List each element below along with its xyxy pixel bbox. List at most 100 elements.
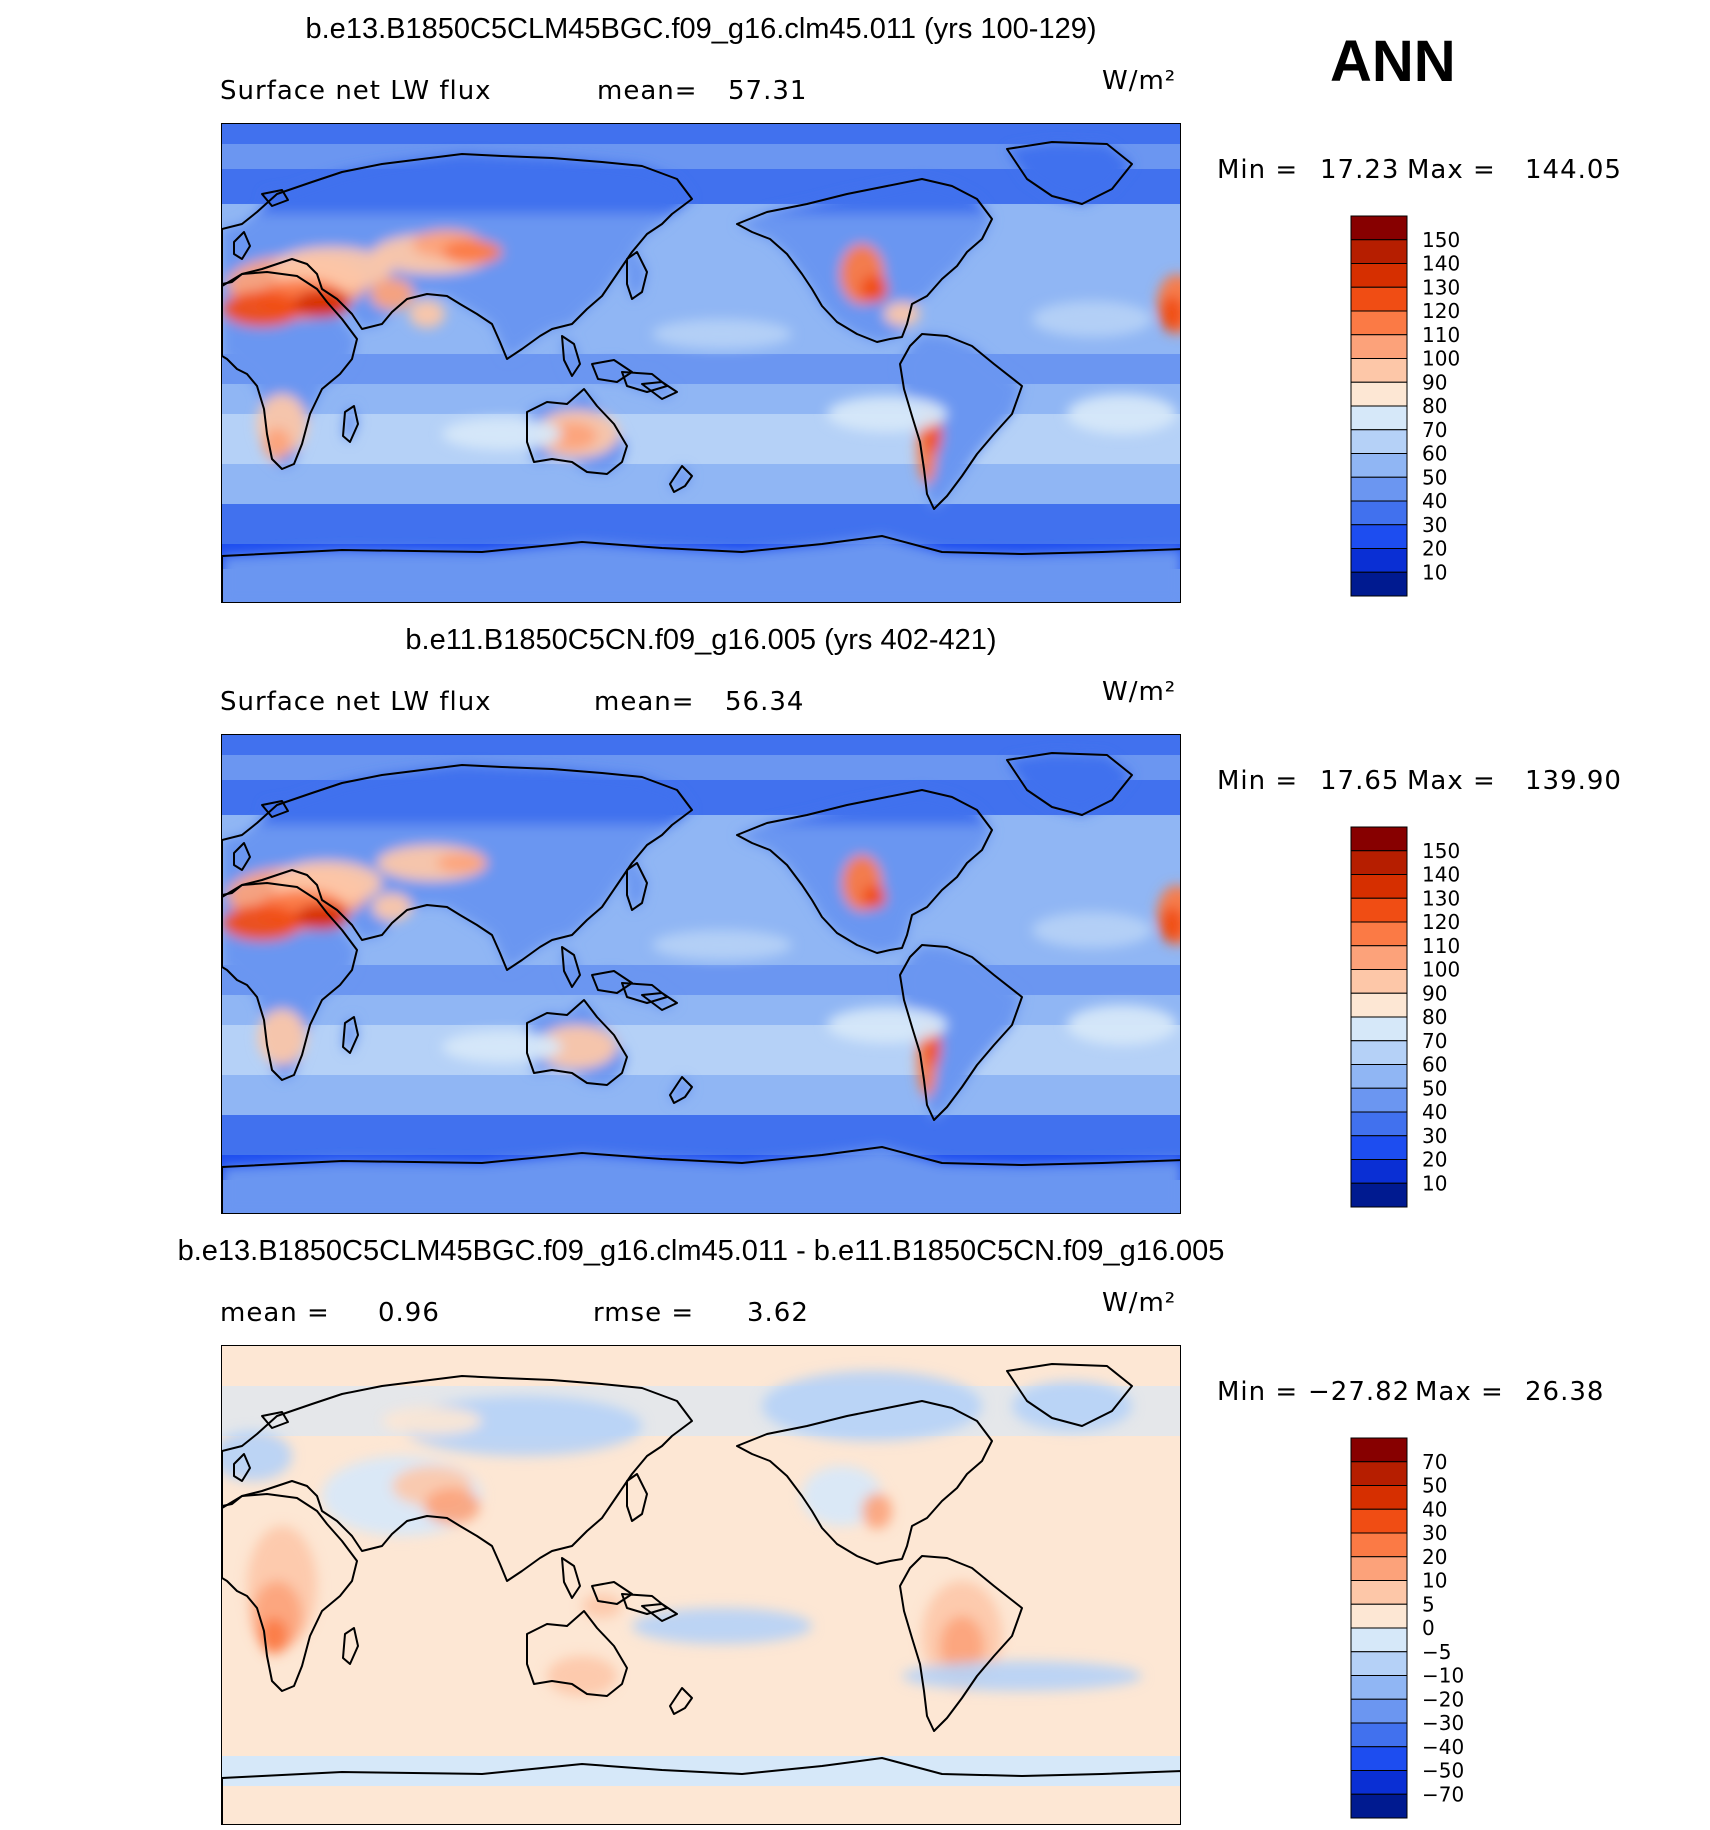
season-label: ANN [1330,29,1456,94]
panel-2-map [221,734,1181,1214]
colorbar-label: 30 [1422,1521,1447,1545]
colorbar-swatch [1350,1627,1408,1653]
colorbar-swatch [1350,310,1408,336]
colorbar-swatch [1350,263,1408,288]
coastline-namerica [736,178,993,343]
colorbar-swatch [1350,1040,1408,1065]
coastline-nz [669,465,693,493]
coastline-nz [669,1076,693,1104]
colorbar-swatch [1350,1746,1408,1771]
colorbar-label: 120 [1422,299,1460,323]
colorbar-label: 130 [1422,275,1460,299]
colorbar-label: 110 [1422,323,1460,347]
colorbar-swatch [1350,215,1408,241]
panel-3-max-value: 26.38 [1525,1377,1605,1407]
panel-1-field-label: Surface net LW flux [220,76,492,106]
coastline-eurasia [222,764,693,971]
colorbar-label: 90 [1422,370,1447,394]
panel-1-min-label: Min = [1217,155,1299,185]
coastline-antarctica [222,1757,1180,1824]
colorbar-label: 50 [1422,465,1447,489]
panel-2-mean-label: mean= [594,687,695,717]
panel-2-min-label: Min = [1217,766,1299,796]
coastline-eurasia [222,1375,693,1582]
coastline-samerica [899,1555,1023,1732]
colorbar-label: 10 [1422,1569,1447,1593]
panel-2-units: W/m² [1102,677,1177,707]
colorbar-label: 30 [1422,513,1447,537]
panel-1-map [221,123,1181,603]
panel-3-rmse-value: 3.62 [747,1298,809,1328]
coastline-seasia [561,1557,678,1622]
colorbar-label: 70 [1422,1450,1447,1474]
coastline-iceland [261,1411,289,1429]
colorbar-swatch [1350,1651,1408,1676]
coastline-nz [669,1687,693,1715]
colorbar-swatch [1350,1793,1408,1819]
colorbar-swatch [1350,921,1408,947]
colorbar-label: 120 [1422,910,1460,934]
panel-3-min-value: −27.82 [1308,1377,1411,1407]
colorbar-swatch [1350,1437,1408,1463]
colorbar-swatch [1350,1016,1408,1042]
colorbar-label: −40 [1422,1735,1464,1759]
colorbar-label: −10 [1422,1664,1464,1688]
coastline-uk [233,1453,251,1482]
colorbar-swatch [1350,381,1408,407]
colorbar-label: −5 [1422,1640,1451,1664]
colorbar-label: 40 [1422,1497,1447,1521]
colorbar-swatch [1350,1135,1408,1160]
colorbar-label: 70 [1422,418,1447,442]
panel-3-mean-label: mean = [220,1298,330,1328]
colorbar-label: 40 [1422,489,1447,513]
colorbar-label: 130 [1422,886,1460,910]
colorbar-swatch [1350,548,1408,573]
colorbar-label: 40 [1422,1100,1447,1124]
panel-3-units: W/m² [1102,1288,1177,1318]
panel-3-max-label: Max = [1415,1377,1504,1407]
colorbar-swatch [1350,524,1408,549]
colorbar-swatch [1350,874,1408,899]
coastline-samerica [899,333,1023,510]
panel-1-mean-value: 57.31 [728,76,808,106]
colorbar-swatch [1350,571,1408,597]
coastline-australia [526,999,628,1086]
colorbar-swatch [1350,1064,1408,1089]
coastline-greenland [1006,752,1133,816]
panel-2-max-label: Max = [1407,766,1496,796]
panel-1-colorbar: 150 140 130 120 110 100 90 80 70 60 50 40 30 20 10 [1350,215,1490,597]
colorbar-label: 10 [1422,1171,1447,1195]
coastline-samerica [899,944,1023,1121]
panel-3-rmse-label: rmse = [593,1298,695,1328]
colorbar-swatch [1350,1603,1408,1629]
colorbar-swatch [1350,1770,1408,1795]
colorbar-label: 150 [1422,228,1460,252]
coastline-madagascar [342,1627,359,1665]
colorbar-swatch [1350,850,1408,875]
colorbar-swatch [1350,1111,1408,1137]
colorbar-swatch [1350,429,1408,454]
colorbar-swatch [1350,453,1408,478]
colorbar-swatch [1350,897,1408,923]
coastline-iceland [261,800,289,818]
coastline-japan [626,1473,648,1522]
colorbar-swatch [1350,1675,1408,1700]
colorbar-swatch [1350,1722,1408,1748]
colorbar-swatch [1350,358,1408,383]
colorbar-label: −30 [1422,1711,1464,1735]
colorbar-swatch [1350,405,1408,431]
colorbar-swatch [1350,1580,1408,1605]
colorbar-label: 100 [1422,347,1460,371]
panel-3-colorbar: 70 50 40 30 20 10 5 0 −5 −10 −20 −30 −40 −50 −70 [1350,1437,1490,1819]
coastline-seasia [561,335,678,400]
colorbar-swatch [1350,1698,1408,1724]
panel-3-mean-value: 0.96 [378,1298,440,1328]
colorbar-swatch [1350,1532,1408,1558]
coastline-greenland [1006,141,1133,205]
colorbar-label: 20 [1422,537,1447,561]
panel-1-units: W/m² [1102,66,1177,96]
colorbar-swatch [1350,334,1408,359]
colorbar-label: 30 [1422,1124,1447,1148]
panel-3-map [221,1345,1181,1825]
coastline-japan [626,251,648,300]
